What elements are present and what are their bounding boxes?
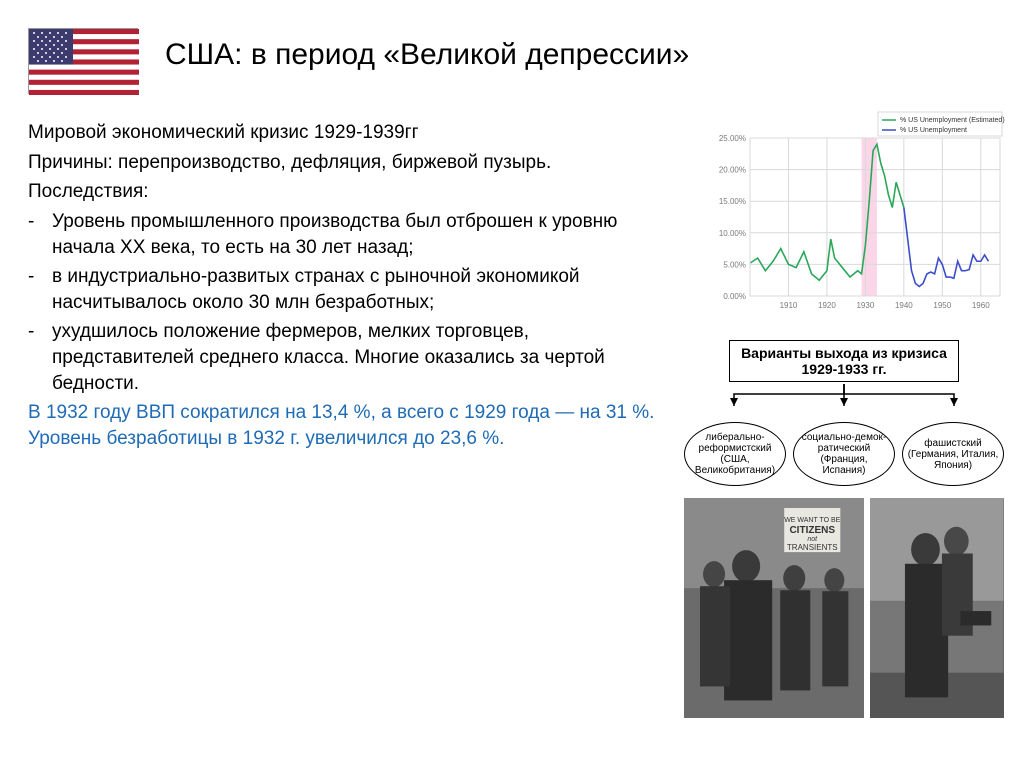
demonstration-photo: WE WANT TO BE CITIZENS not TRANSIENTS: [684, 498, 864, 718]
svg-text:1930: 1930: [856, 301, 874, 310]
dash-icon: -: [28, 319, 46, 345]
diagram-leaf: либерально-реформистский (США, Великобри…: [684, 422, 786, 486]
bullet-item: - Уровень промышленного производства был…: [28, 209, 658, 260]
unemployment-chart: 0.00% 5.00% 10.00% 15.00% 20.00% 25.00% 1910 19…: [706, 108, 1006, 318]
diagram-leaf: социально-демок-ратический (Франция, Исп…: [793, 422, 895, 486]
svg-text:15.00%: 15.00%: [719, 197, 746, 206]
us-flag-icon: [28, 28, 138, 94]
couple-photo: [870, 498, 1004, 718]
svg-text:1910: 1910: [780, 301, 798, 310]
diagram-leaf: фашистский (Германия, Италия, Япония): [902, 422, 1004, 486]
text-body: Мировой экономический кризис 1929-1939гг…: [28, 120, 658, 452]
dash-icon: -: [28, 209, 46, 235]
crisis-diagram: Варианты выхода из кризиса 1929-1933 гг.…: [684, 340, 1004, 486]
bullet-text: Уровень промышленного производства был о…: [46, 209, 658, 260]
svg-text:0.00%: 0.00%: [723, 292, 746, 301]
consequences-label: Последствия:: [28, 179, 658, 205]
stat-text: В 1932 году ВВП сократился на 13,4 %, а …: [28, 400, 658, 451]
bullet-text: в индустриально-развитых странах с рыноч…: [46, 264, 658, 315]
bullet-text: ухудшилось положение фермеров, мелких то…: [46, 319, 658, 396]
svg-text:25.00%: 25.00%: [719, 134, 746, 143]
bullet-item: - в индустриально-развитых странах с рын…: [28, 264, 658, 315]
svg-text:1950: 1950: [933, 301, 951, 310]
causes-text: Причины: перепроизводство, дефляция, бир…: [28, 150, 658, 176]
svg-text:5.00%: 5.00%: [723, 260, 746, 269]
svg-text:CITIZENS: CITIZENS: [789, 525, 835, 536]
subtitle: Мировой экономический кризис 1929-1939гг: [28, 120, 658, 146]
diagram-root: Варианты выхода из кризиса 1929-1933 гг.: [729, 340, 959, 382]
svg-text:% US Unemployment: % US Unemployment: [900, 127, 967, 134]
bullet-item: - ухудшилось положение фермеров, мелких …: [28, 319, 658, 396]
svg-text:TRANSIENTS: TRANSIENTS: [787, 543, 838, 552]
svg-text:10.00%: 10.00%: [719, 229, 746, 238]
slide-title: США: в период «Великой депрессии»: [165, 38, 689, 72]
svg-text:not: not: [807, 536, 818, 543]
svg-text:1920: 1920: [818, 301, 836, 310]
svg-text:1960: 1960: [972, 301, 990, 310]
svg-text:WE WANT TO BE: WE WANT TO BE: [784, 517, 840, 524]
dash-icon: -: [28, 264, 46, 290]
svg-text:% US Unemployment (Estimated): % US Unemployment (Estimated): [900, 117, 1005, 124]
svg-text:1940: 1940: [895, 301, 913, 310]
svg-text:20.00%: 20.00%: [719, 166, 746, 175]
photo-row: WE WANT TO BE CITIZENS not TRANSIENTS: [684, 498, 1004, 718]
